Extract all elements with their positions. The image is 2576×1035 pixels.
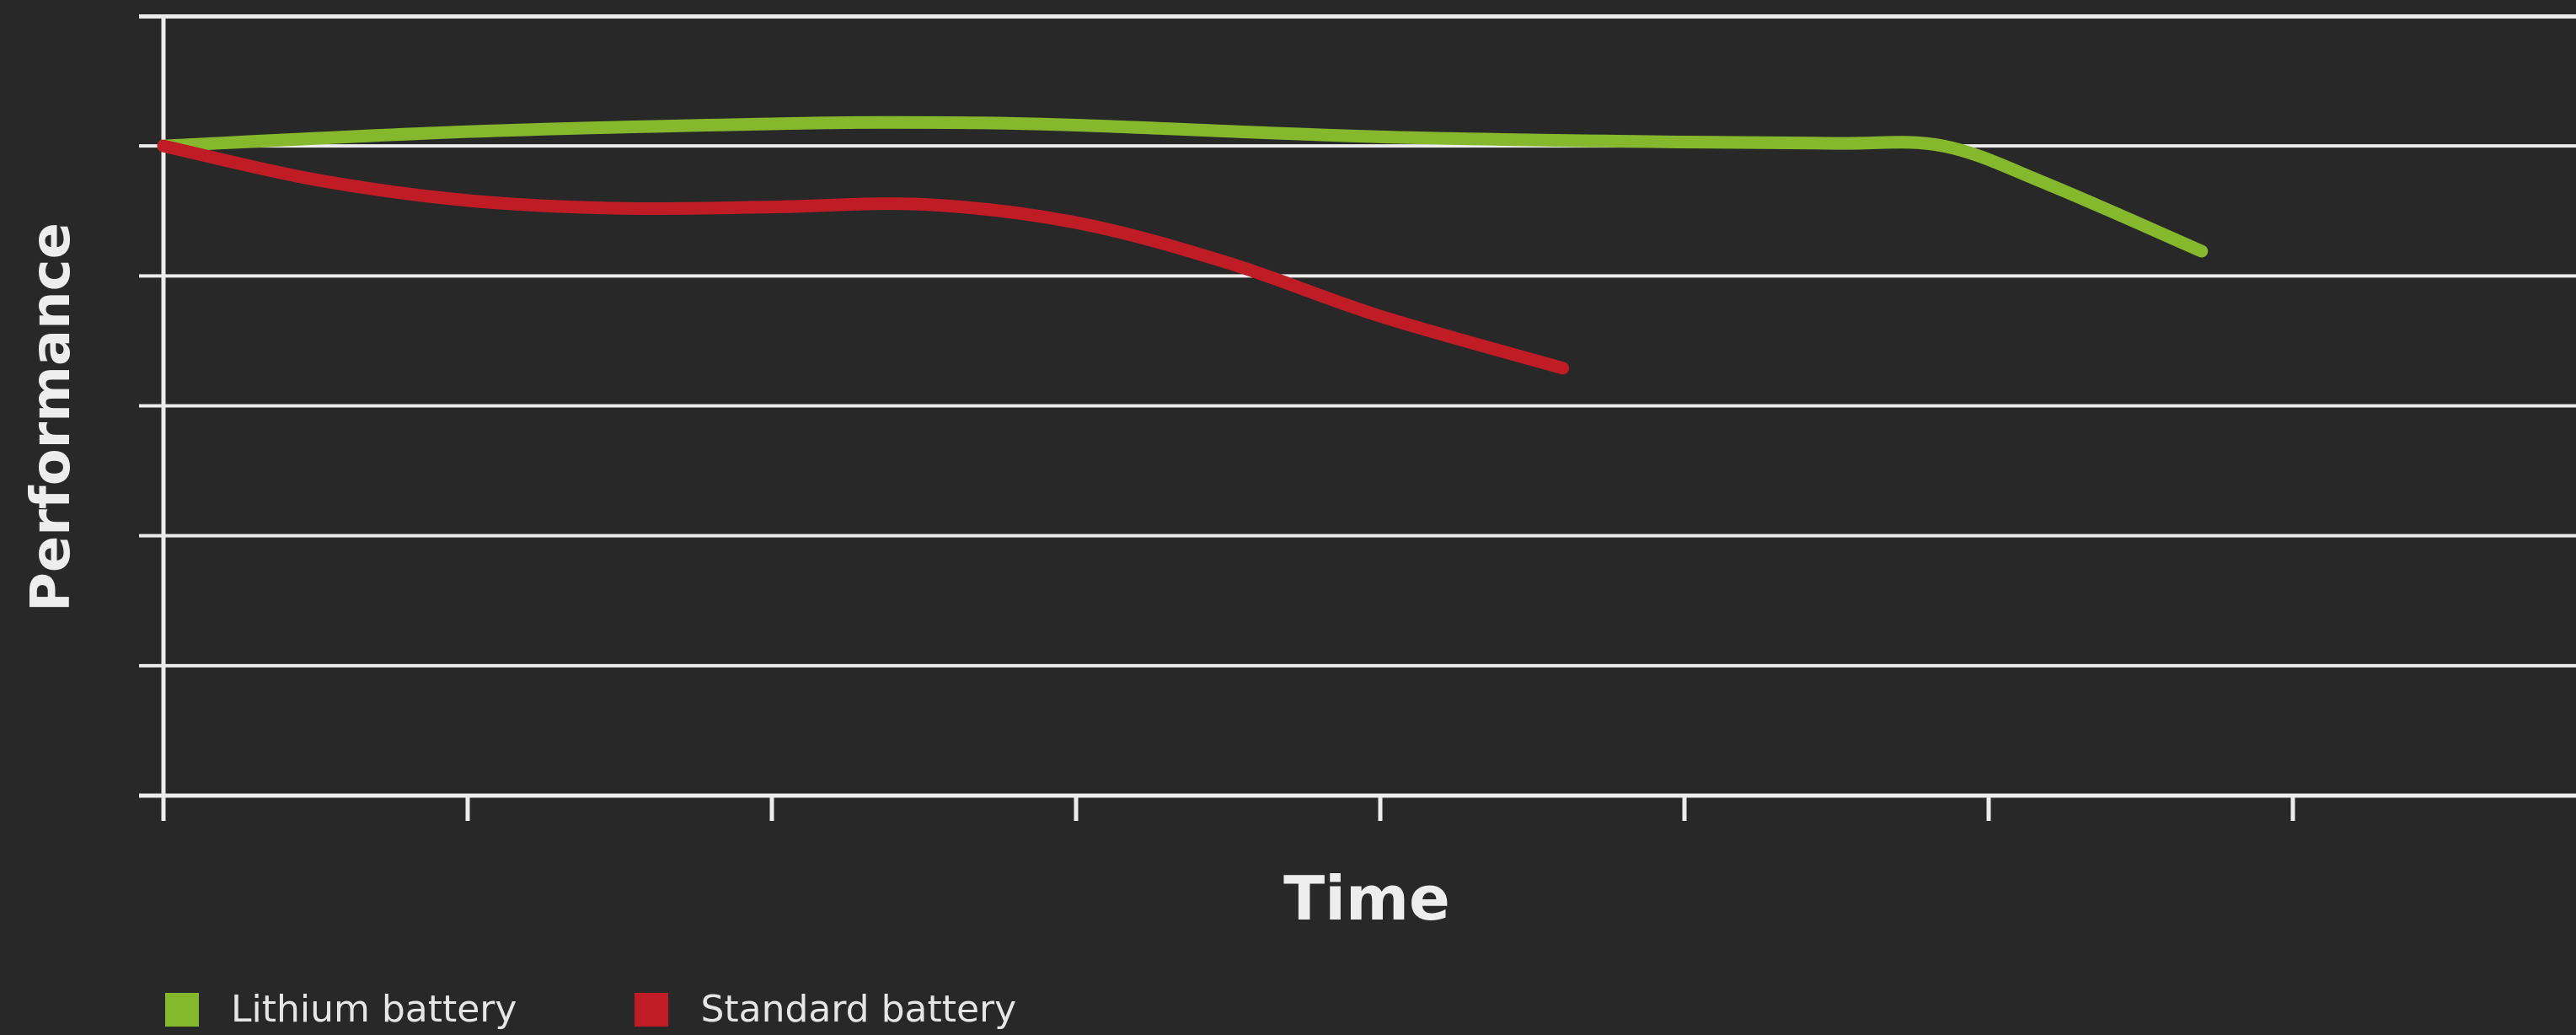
chart-legend: Lithium battery Standard battery [165,991,1134,1028]
axis-layer [139,15,2576,821]
legend-label-standard: Standard battery [700,988,1017,1031]
legend-label-lithium: Lithium battery [231,988,517,1031]
x-axis-title: Time [1283,863,1450,934]
legend-item-lithium: Lithium battery [165,991,517,1028]
legend-swatch-standard [635,993,669,1027]
series-line-standard [157,139,1570,375]
grid-layer [139,13,2576,668]
legend-item-standard: Standard battery [635,991,1016,1028]
series-layer [157,115,2209,375]
series-line-lithium [157,115,2209,258]
legend-swatch-lithium [165,993,199,1027]
y-axis-title: Performance [20,223,83,612]
